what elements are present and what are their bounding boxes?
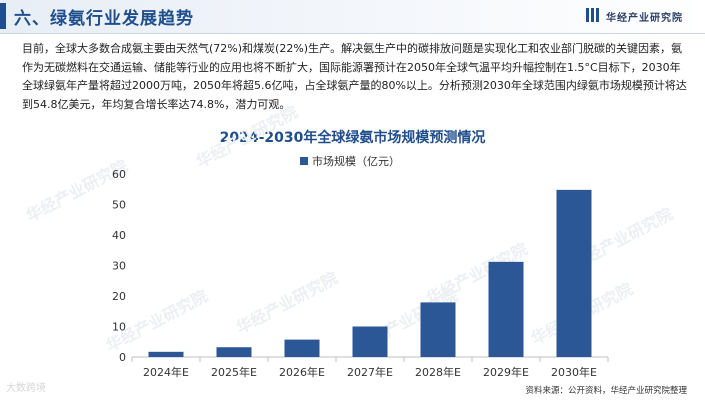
y-tick-label: 50	[112, 199, 126, 212]
watermark-text: 华经产业研究院	[193, 102, 301, 171]
corner-watermark: 大数跨境	[6, 383, 46, 394]
bar-2026年E	[284, 339, 320, 357]
legend-swatch	[300, 157, 308, 165]
watermark-text: 华经产业研究院	[23, 156, 131, 225]
x-tick-label: 2026年E	[279, 365, 325, 379]
x-tick-label: 2030年E	[551, 365, 597, 379]
brand-name: 华经产业研究院	[586, 8, 683, 24]
header-accent-bar	[0, 3, 6, 29]
bar-2029年E	[488, 261, 524, 357]
y-tick-label: 0	[119, 351, 126, 364]
bar-2025年E	[216, 347, 252, 357]
bar-2030年E	[556, 189, 592, 357]
bar-2024年E	[148, 351, 184, 357]
header-banner: 六、绿氨行业发展趋势 华经产业研究院	[0, 0, 705, 33]
x-tick-label: 2024年E	[143, 365, 189, 379]
y-tick-label: 60	[112, 168, 126, 181]
bar-2027年E	[352, 326, 388, 357]
brand-logo-icon	[586, 8, 600, 22]
x-tick-label: 2029年E	[483, 365, 529, 379]
x-tick-label: 2028年E	[415, 365, 461, 379]
legend-label: 市场规模（亿元）	[312, 154, 400, 168]
y-tick-label: 10	[112, 321, 126, 334]
intro-paragraph: 目前，全球大多数合成氨主要由天然气(72%)和煤炭(22%)生产。解决氨生产中的…	[22, 42, 687, 111]
header-divider	[0, 33, 705, 34]
y-tick-label: 30	[112, 260, 126, 273]
x-tick-label: 2025年E	[211, 365, 257, 379]
y-tick-label: 40	[112, 229, 126, 242]
y-tick-label: 20	[112, 290, 126, 303]
watermark-text: 华经产业研究院	[233, 268, 341, 337]
source-note: 资料来源：公开资料，华经产业研究院整理	[525, 386, 687, 396]
x-tick-label: 2027年E	[347, 365, 393, 379]
brand-label: 华经产业研究院	[606, 13, 683, 24]
bar-2028年E	[420, 302, 456, 357]
chart-title: 2024-2030年全球绿氨市场规模预测情况	[219, 130, 486, 146]
page-title: 六、绿氨行业发展趋势	[14, 9, 194, 29]
